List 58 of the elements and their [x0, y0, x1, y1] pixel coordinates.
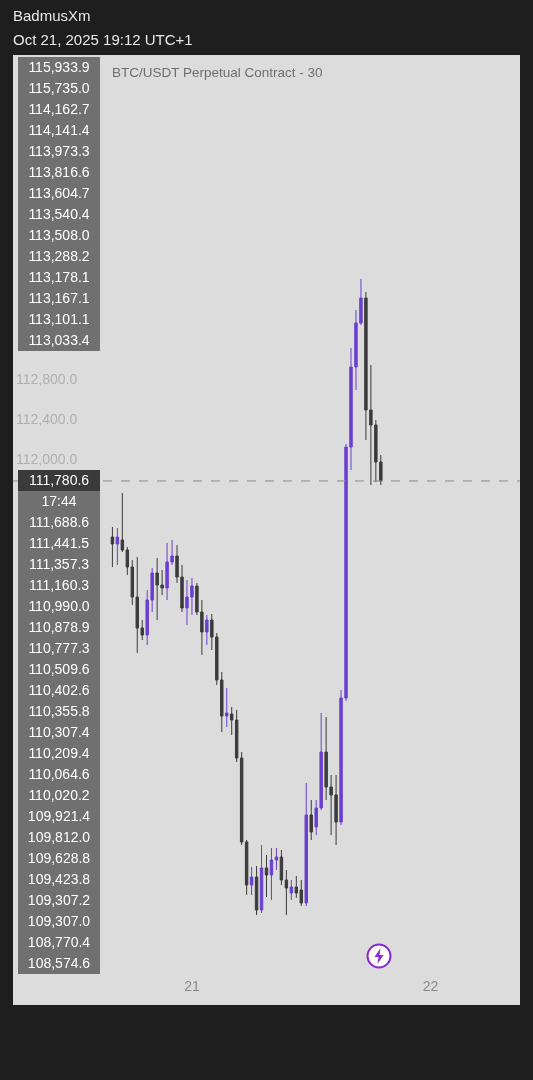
label-tag: 110,020.2 — [18, 785, 100, 807]
ref-line-label: 111,780.6 — [18, 470, 100, 492]
label-tag: 109,812.0 — [18, 827, 100, 849]
candlestick — [115, 527, 120, 566]
label-tag: 17:44 — [18, 491, 100, 513]
label-tag: 114,141.4 — [18, 120, 100, 141]
candlestick — [284, 869, 289, 916]
candlestick — [259, 844, 264, 914]
label-tag: 113,816.6 — [18, 162, 100, 183]
label-tag: 113,288.2 — [18, 246, 100, 267]
label-tag: 109,307.0 — [18, 911, 100, 933]
label-tag: 113,033.4 — [18, 330, 100, 351]
label-tag: 111,688.6 — [18, 512, 100, 534]
label-tag: 113,178.1 — [18, 267, 100, 288]
label-tag: 111,357.3 — [18, 554, 100, 576]
candlestick — [274, 847, 279, 871]
candlestick — [110, 526, 115, 568]
label-tag: 110,777.3 — [18, 638, 100, 660]
candlestick — [289, 879, 294, 901]
label-tag: 110,209.4 — [18, 743, 100, 765]
label-tag: 113,604.7 — [18, 183, 100, 204]
label-tag: 108,770.4 — [18, 932, 100, 954]
label-tag: 113,101.1 — [18, 309, 100, 330]
candlestick — [205, 614, 209, 646]
label-tag: 111,160.3 — [18, 575, 100, 597]
candlestick — [264, 854, 269, 898]
label-tag: 109,921.4 — [18, 806, 100, 828]
label-tag: 110,064.6 — [18, 764, 100, 786]
label-tag: 115,735.0 — [18, 78, 100, 99]
candlestick — [254, 865, 259, 916]
chart-subtitle: BadmusXm — [13, 6, 92, 26]
label-tag: 108,574.6 — [18, 953, 100, 975]
label-tag: 113,973.3 — [18, 141, 100, 162]
candlestick — [269, 847, 274, 901]
x-tick-label: 22 — [422, 978, 439, 995]
label-tag: 110,355.8 — [18, 701, 100, 723]
candlestick — [279, 849, 284, 886]
label-tag: 109,628.8 — [18, 848, 100, 870]
label-tag: 109,423.8 — [18, 869, 100, 891]
label-tag: 110,509.6 — [18, 659, 100, 681]
label-tag: 113,508.0 — [18, 225, 100, 246]
x-tick-label: 21 — [184, 978, 200, 995]
candlestick — [304, 782, 308, 907]
label-tag: 111,441.5 — [18, 533, 100, 555]
label-tag: 110,402.6 — [18, 680, 100, 702]
candlestick — [225, 687, 229, 728]
candlestick — [309, 799, 313, 841]
label-tag: 110,878.9 — [18, 617, 100, 639]
text: Oct 21, 2025 19:12 UTC+1 — [13, 30, 193, 50]
label-tag: 115,933.9 — [18, 57, 100, 78]
label-tag: 109,307.2 — [18, 890, 100, 912]
text: BTC/USDT Perpetual Contract - 30 — [112, 65, 323, 80]
label-tag: 113,167.1 — [18, 288, 100, 309]
label-tag: 114,162.7 — [18, 99, 100, 120]
candlestick — [249, 866, 254, 896]
label-tag: 113,540.4 — [18, 204, 100, 225]
label-tag: 110,307.4 — [18, 722, 100, 744]
label-tag: 110,990.0 — [18, 596, 100, 618]
